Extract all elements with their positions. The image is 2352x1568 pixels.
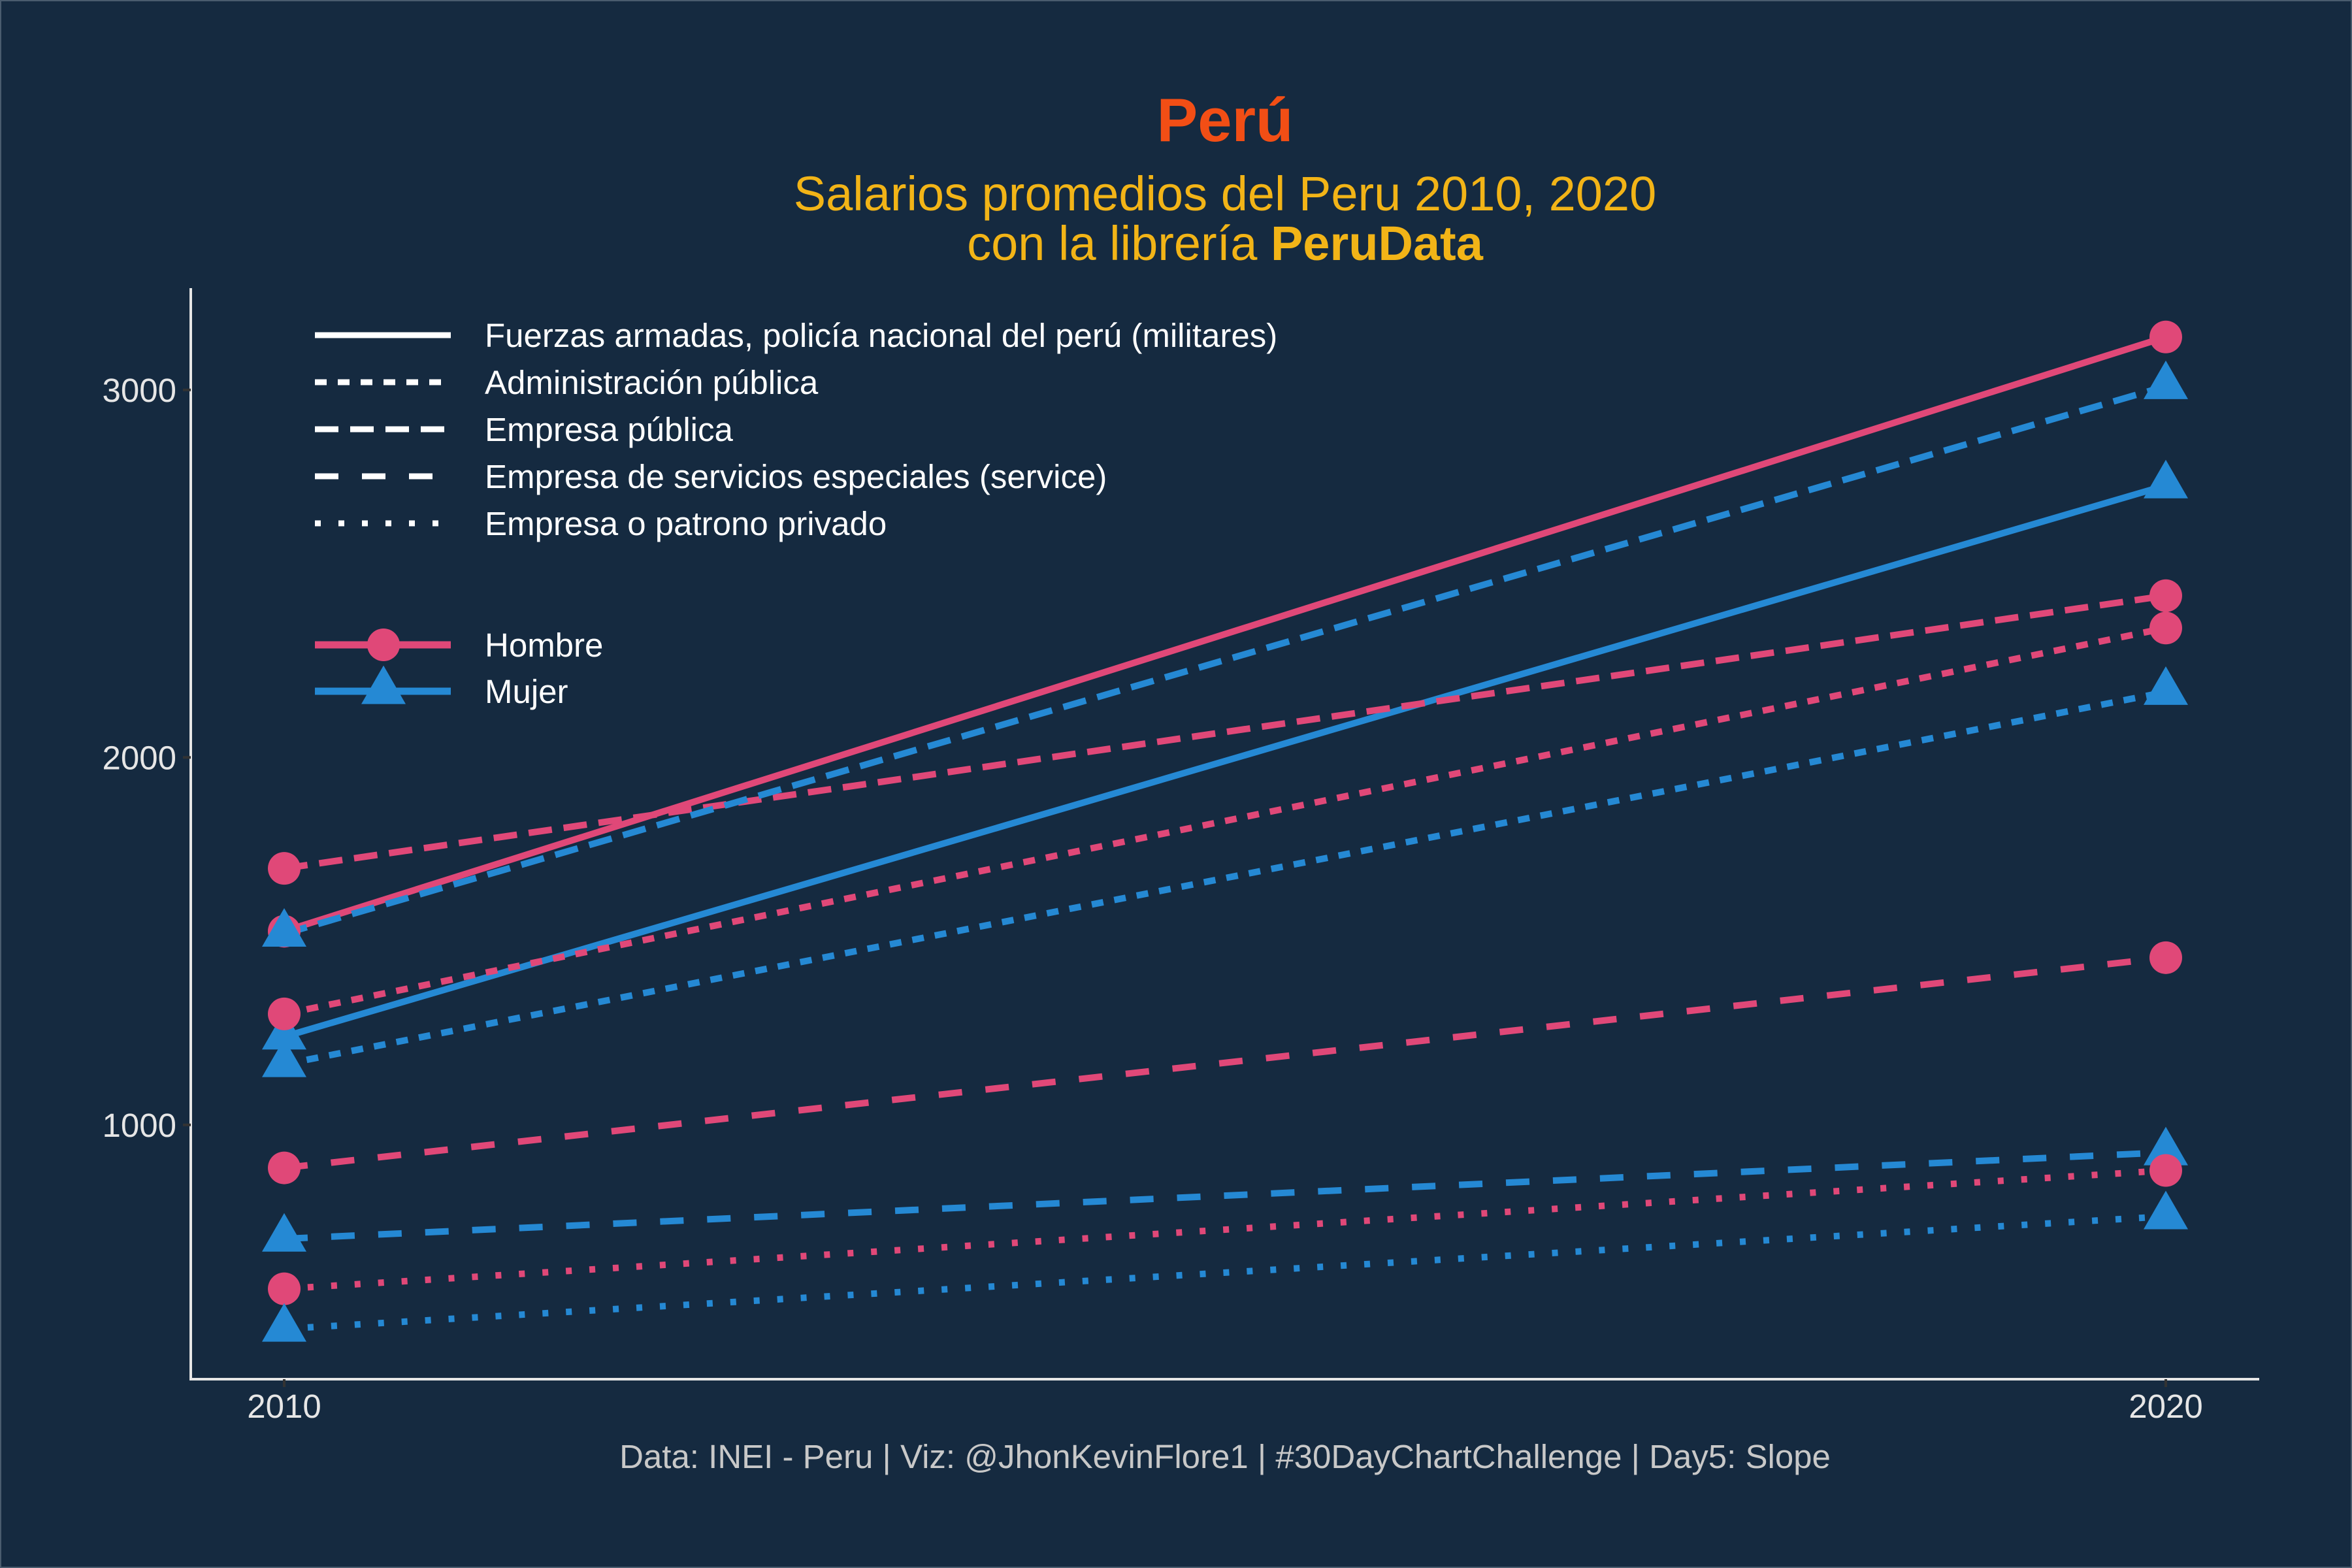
data-point-hombre — [268, 852, 301, 885]
data-point-hombre — [268, 1151, 301, 1184]
series-line — [284, 689, 2166, 1068]
legend-label: Empresa o patrono privado — [485, 505, 887, 542]
triangle-icon — [361, 665, 406, 704]
data-point-hombre — [2149, 612, 2182, 645]
data-point-mujer — [2144, 1190, 2188, 1230]
data-point-hombre — [268, 997, 301, 1030]
series-line — [283, 334, 2167, 935]
data-point-mujer — [262, 1303, 306, 1342]
x-tick-label: 2010 — [247, 1388, 321, 1425]
data-point-hombre — [2149, 579, 2182, 612]
subtitle-prefix: con la librería — [967, 216, 1271, 270]
data-point-mujer — [2144, 360, 2188, 399]
series-points — [262, 320, 2188, 1342]
data-point-mujer — [2144, 1126, 2188, 1166]
legend-label: Administración pública — [485, 364, 819, 401]
data-point-hombre — [2149, 1154, 2182, 1187]
series-line — [283, 482, 2167, 1040]
series-line — [284, 1213, 2166, 1332]
data-point-mujer — [2144, 666, 2188, 705]
y-tick-label: 1000 — [103, 1107, 176, 1144]
series-line — [284, 954, 2166, 1171]
chart-subtitle-line1: Salarios promedios del Peru 2010, 2020 — [794, 167, 1657, 221]
x-tick-label: 2020 — [2129, 1388, 2202, 1425]
chart-title: Perú — [1157, 86, 1294, 154]
legend-linetype: Fuerzas armadas, policía nacional del pe… — [315, 317, 1277, 542]
data-point-hombre — [2149, 320, 2182, 353]
legend-label: Fuerzas armadas, policía nacional del pe… — [485, 317, 1277, 354]
data-point-mujer — [2144, 459, 2188, 498]
series-lines — [283, 334, 2167, 1332]
legend-label: Empresa pública — [485, 411, 733, 448]
subtitle-bold-perudata: PeruData — [1271, 216, 1484, 270]
data-point-hombre — [2149, 941, 2182, 974]
data-point-mujer — [262, 1011, 306, 1050]
legend-sex: Hombre Mujer — [315, 627, 603, 710]
y-tick-label: 2000 — [103, 739, 176, 776]
series-line — [284, 1149, 2166, 1243]
data-point-mujer — [262, 1213, 306, 1252]
y-axis-ticks: 1000 2000 3000 — [103, 372, 191, 1144]
data-point-mujer — [262, 907, 306, 947]
data-point-hombre — [268, 1272, 301, 1305]
legend-label: Hombre — [485, 627, 603, 664]
chart-caption: Data: INEI - Peru | Viz: @JhonKevinFlore… — [619, 1438, 1831, 1475]
legend-label: Mujer — [485, 673, 568, 710]
y-tick-label: 3000 — [103, 372, 176, 409]
data-point-mujer — [262, 1038, 306, 1077]
x-axis-ticks: 2010 2020 — [247, 1379, 2203, 1425]
series-line — [284, 1167, 2166, 1292]
series-line — [283, 383, 2167, 938]
legend-label: Empresa de servicios especiales (service… — [485, 458, 1107, 495]
circle-icon — [367, 629, 400, 661]
chart-subtitle-line2: con la librería PeruData — [967, 216, 1484, 270]
